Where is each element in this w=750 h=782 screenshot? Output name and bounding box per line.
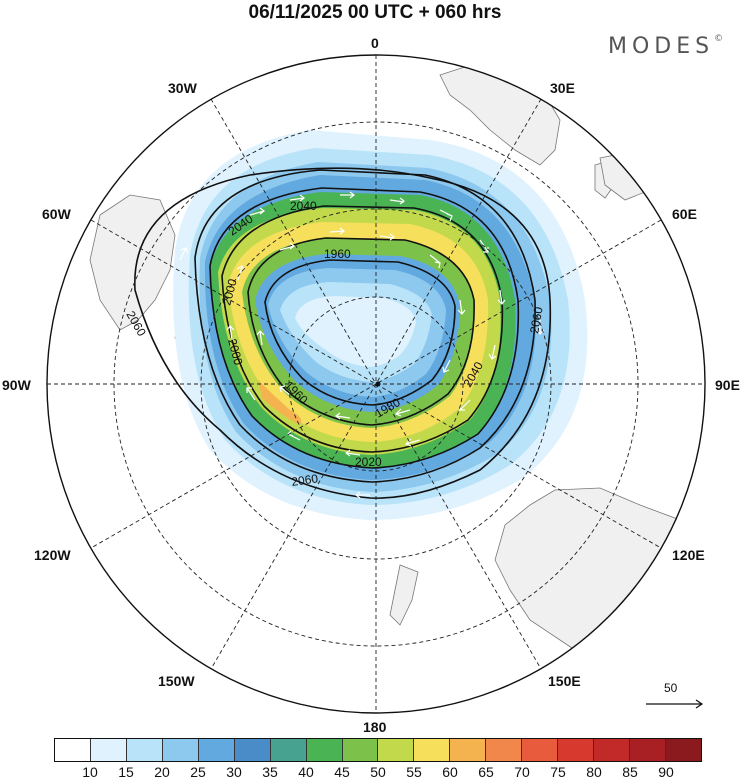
longitude-labels: 0 30E 60E 90E 120E 150E 180 150W 120W 90… — [2, 35, 740, 735]
colorbar-box — [522, 739, 559, 761]
lon-label-60w: 60W — [42, 206, 72, 222]
contour-label-12: 2060 — [290, 471, 319, 489]
colorbar-tick-label: 20 — [154, 764, 170, 780]
colorbar-tick-label: 45 — [334, 764, 350, 780]
colorbar-box — [234, 739, 271, 761]
colorbar-tick-label: 10 — [82, 764, 98, 780]
land-new-zealand — [389, 564, 419, 626]
colorbar-ticks: 10 15 20 25 30 35 40 45 50 55 60 65 70 75 80 85 90 — [54, 764, 702, 782]
colorbar-box — [378, 739, 415, 761]
colorbar-tick-label: 65 — [478, 764, 494, 780]
lon-label-180: 180 — [363, 719, 387, 735]
colorbar-box — [270, 739, 307, 761]
contour-label-5: 2000 — [225, 337, 246, 367]
band-65-orange — [258, 380, 302, 425]
lon-label-120w: 120W — [34, 547, 71, 563]
colorbar-box — [55, 739, 91, 761]
lon-label-90e: 90E — [715, 377, 740, 393]
lon-label-150e: 150E — [548, 673, 581, 689]
colorbar-box — [665, 739, 701, 761]
colorbar-box — [306, 739, 343, 761]
contour-2000 — [221, 205, 504, 453]
colorbar-box — [558, 739, 595, 761]
colorbar-tick-label: 30 — [226, 764, 242, 780]
lon-label-30e: 30E — [550, 80, 575, 96]
wind-arrows — [179, 191, 545, 499]
colorbar-tick-label: 60 — [442, 764, 458, 780]
colorbar-box — [90, 739, 127, 761]
colorbar-tick-label: 15 — [118, 764, 134, 780]
contour-label-3: 1960 — [324, 247, 351, 261]
map-title: 06/11/2025 00 UTC + 060 hrs — [248, 2, 502, 23]
contour-2020 — [209, 187, 520, 469]
contour-label-10: 2060 — [527, 305, 545, 334]
height-contours — [134, 167, 552, 499]
land-south-america-north — [89, 194, 176, 331]
contour-label-4: 2000 — [219, 277, 240, 307]
colorbar-box — [630, 739, 666, 761]
lon-label-30w: 30W — [168, 80, 198, 96]
colorbar-box — [486, 739, 523, 761]
contour-label-8: 2020 — [355, 455, 382, 469]
lon-label-120e: 120E — [672, 547, 705, 563]
colorbar-box — [450, 739, 487, 761]
colorbar-box — [342, 739, 379, 761]
colorbar-tick-label: 90 — [658, 764, 674, 780]
map-disc — [47, 55, 705, 713]
colorbar — [54, 738, 702, 762]
reference-vector-label: 50 — [664, 681, 678, 695]
modes-logo: MODES© — [608, 34, 723, 59]
contour-1980 — [247, 237, 475, 426]
colorbar-box — [126, 739, 163, 761]
contour-2040 — [194, 169, 536, 483]
pole-marker — [375, 381, 381, 387]
reference-vector-arrow — [646, 699, 704, 709]
colorbar-box — [198, 739, 235, 761]
colorbar-box — [594, 739, 630, 761]
colorbar-box — [162, 739, 199, 761]
colorbar-tick-label: 55 — [406, 764, 422, 780]
colorbar-tick-label: 70 — [514, 764, 530, 780]
band-10-core — [295, 296, 416, 367]
map-border — [46, 54, 706, 714]
wind-speed-shading — [173, 130, 588, 520]
brand-copyright-mark: © — [714, 34, 724, 44]
lon-label-90w: 90W — [2, 377, 32, 393]
colorbar-box — [414, 739, 451, 761]
colorbar-tick-label: 35 — [262, 764, 278, 780]
colorbar-tick-label: 85 — [622, 764, 638, 780]
contour-1960 — [264, 259, 456, 406]
contour-label-2: 2040 — [290, 199, 317, 213]
colorbar-tick-label: 40 — [298, 764, 314, 780]
colorbar-tick-label: 50 — [370, 764, 386, 780]
colorbar-tick-label: 25 — [190, 764, 206, 780]
contour-2060-outer — [134, 167, 552, 499]
lon-label-60e: 60E — [672, 206, 697, 222]
lon-label-0: 0 — [371, 35, 379, 51]
polar-map: 2040 2040 1960 2000 2000 1960 1980 2020 … — [2, 35, 740, 735]
brand-name: MODES — [608, 34, 715, 59]
colorbar-tick-label: 75 — [550, 764, 566, 780]
lon-label-150w: 150W — [158, 673, 195, 689]
colorbar-tick-label: 80 — [586, 764, 602, 780]
